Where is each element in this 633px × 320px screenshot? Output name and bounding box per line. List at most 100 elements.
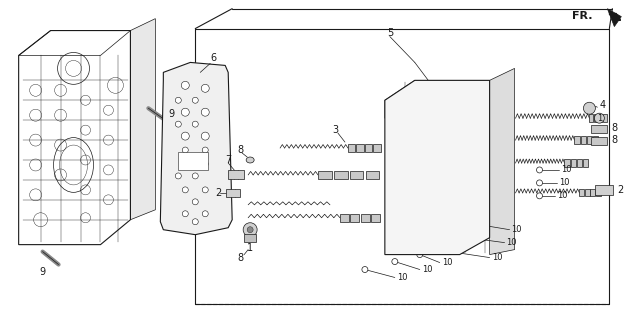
Text: 6: 6	[210, 53, 216, 63]
Circle shape	[182, 187, 188, 193]
Circle shape	[182, 147, 188, 153]
Bar	[348, 144, 355, 152]
Polygon shape	[130, 19, 155, 220]
Circle shape	[584, 102, 596, 114]
Circle shape	[192, 173, 198, 179]
Text: 5: 5	[387, 28, 393, 37]
Circle shape	[451, 171, 459, 179]
Circle shape	[594, 113, 605, 123]
Text: 8: 8	[611, 135, 617, 145]
Circle shape	[201, 108, 210, 116]
Bar	[594, 114, 598, 122]
Circle shape	[417, 252, 423, 258]
Bar	[583, 159, 589, 167]
Bar	[591, 189, 595, 196]
Polygon shape	[607, 9, 622, 27]
Circle shape	[395, 110, 405, 120]
Bar	[366, 171, 379, 179]
Polygon shape	[385, 80, 489, 118]
Text: 9: 9	[39, 267, 46, 276]
Circle shape	[396, 131, 404, 139]
Bar	[598, 114, 602, 122]
Circle shape	[411, 171, 419, 179]
Text: 10: 10	[511, 225, 522, 234]
Circle shape	[477, 222, 482, 228]
Bar	[228, 171, 244, 180]
Bar	[603, 114, 606, 122]
Bar	[591, 137, 607, 145]
Circle shape	[456, 131, 464, 139]
Circle shape	[471, 171, 479, 179]
Circle shape	[537, 193, 542, 199]
Text: 10: 10	[561, 165, 572, 174]
Circle shape	[456, 191, 464, 199]
Bar	[318, 171, 332, 179]
Bar	[593, 136, 598, 144]
Text: 10: 10	[397, 273, 407, 282]
Circle shape	[175, 173, 181, 179]
Bar	[577, 159, 582, 167]
Circle shape	[456, 231, 464, 239]
Text: 8: 8	[611, 123, 617, 133]
Circle shape	[475, 211, 484, 219]
Circle shape	[454, 110, 465, 120]
Circle shape	[203, 187, 208, 193]
Circle shape	[192, 121, 198, 127]
Text: 3: 3	[332, 125, 338, 135]
Bar	[596, 189, 601, 196]
Circle shape	[203, 211, 208, 217]
Text: 1: 1	[247, 243, 253, 252]
Bar	[350, 171, 363, 179]
Text: 2: 2	[215, 188, 222, 198]
Bar	[361, 214, 370, 222]
Circle shape	[436, 131, 444, 139]
Circle shape	[436, 231, 444, 239]
Circle shape	[192, 199, 198, 205]
Circle shape	[447, 249, 453, 255]
Bar	[565, 159, 570, 167]
Circle shape	[415, 110, 425, 120]
Circle shape	[247, 227, 253, 233]
Circle shape	[201, 84, 210, 92]
Text: 9: 9	[168, 109, 175, 119]
Text: 8: 8	[237, 145, 243, 155]
Circle shape	[537, 180, 542, 186]
Circle shape	[416, 211, 423, 219]
Text: 10: 10	[492, 253, 502, 262]
Ellipse shape	[246, 157, 254, 163]
Circle shape	[456, 211, 464, 219]
Bar	[589, 114, 593, 122]
Circle shape	[192, 219, 198, 225]
Circle shape	[416, 191, 423, 199]
Text: 10: 10	[558, 191, 568, 200]
Bar	[340, 214, 349, 222]
Circle shape	[192, 97, 198, 103]
Polygon shape	[385, 80, 489, 255]
Bar	[356, 144, 363, 152]
Bar	[579, 189, 584, 196]
Circle shape	[416, 131, 423, 139]
Circle shape	[175, 121, 181, 127]
Bar	[351, 214, 360, 222]
Circle shape	[396, 211, 404, 219]
Circle shape	[465, 235, 471, 241]
Text: 2: 2	[617, 185, 624, 195]
Bar	[571, 159, 576, 167]
Circle shape	[475, 131, 484, 139]
Circle shape	[392, 259, 398, 265]
Circle shape	[416, 151, 423, 159]
Text: 4: 4	[599, 100, 606, 110]
Circle shape	[537, 167, 542, 173]
Bar	[372, 214, 380, 222]
Circle shape	[436, 151, 444, 159]
Text: 1: 1	[597, 114, 602, 123]
Bar	[587, 136, 592, 144]
Text: 7: 7	[225, 155, 232, 165]
Text: FR.: FR.	[572, 11, 592, 20]
Text: 8: 8	[237, 252, 243, 263]
Bar	[179, 152, 208, 170]
Circle shape	[175, 97, 181, 103]
Circle shape	[430, 171, 439, 179]
Circle shape	[416, 231, 423, 239]
Circle shape	[181, 108, 189, 116]
